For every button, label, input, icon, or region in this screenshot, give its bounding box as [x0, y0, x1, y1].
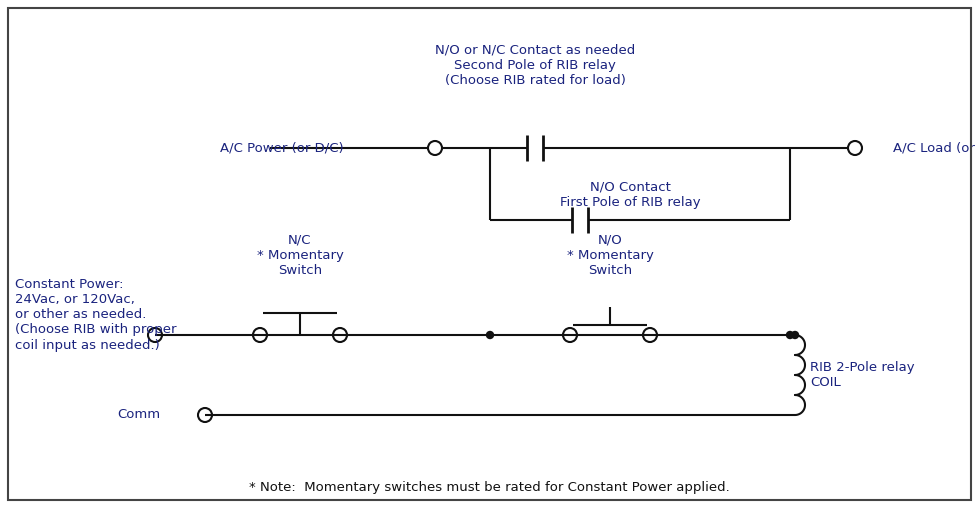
Text: Comm: Comm — [116, 408, 159, 422]
Text: A/C Load (or D/C): A/C Load (or D/C) — [892, 142, 978, 154]
Text: N/C
* Momentary
Switch: N/C * Momentary Switch — [256, 234, 343, 276]
Text: RIB 2-Pole relay
COIL: RIB 2-Pole relay COIL — [809, 361, 913, 389]
Text: N/O
* Momentary
Switch: N/O * Momentary Switch — [566, 234, 652, 276]
Text: * Note:  Momentary switches must be rated for Constant Power applied.: * Note: Momentary switches must be rated… — [248, 482, 730, 494]
Text: Constant Power:
24Vac, or 120Vac,
or other as needed.
(Choose RIB with proper
co: Constant Power: 24Vac, or 120Vac, or oth… — [15, 278, 176, 352]
Text: N/O Contact
First Pole of RIB relay: N/O Contact First Pole of RIB relay — [559, 181, 699, 209]
Circle shape — [790, 332, 798, 338]
Text: N/O or N/C Contact as needed
Second Pole of RIB relay
(Choose RIB rated for load: N/O or N/C Contact as needed Second Pole… — [434, 44, 635, 86]
Circle shape — [785, 332, 793, 338]
Circle shape — [486, 332, 493, 338]
Text: A/C Power (or D/C): A/C Power (or D/C) — [220, 142, 343, 154]
